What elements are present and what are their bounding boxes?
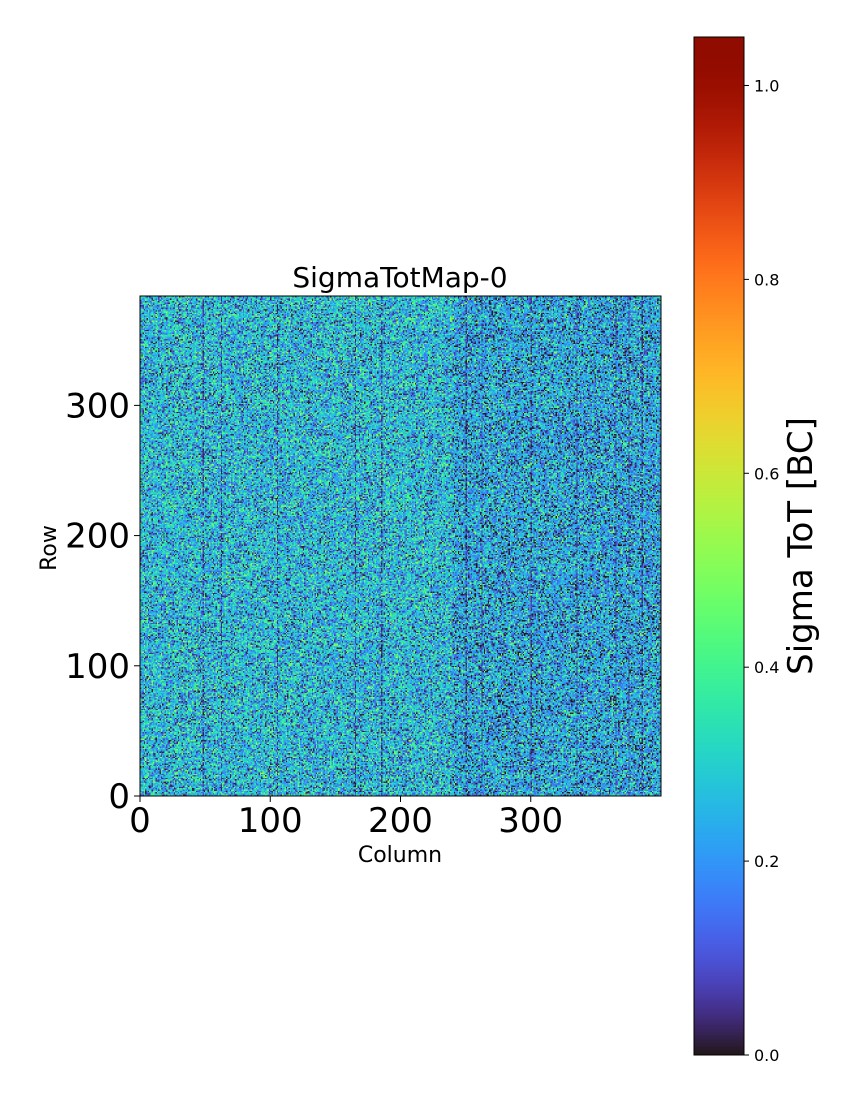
colorbar-gradient xyxy=(694,37,744,1055)
colorbar-tick-label: 0.8 xyxy=(754,270,779,289)
colorbar-tick-label: 0.2 xyxy=(754,852,779,871)
colorbar-label: Sigma ToT [BC] xyxy=(781,417,821,675)
chart-title: SigmaTotMap-0 xyxy=(292,261,507,294)
x-tick-label: 300 xyxy=(498,801,563,841)
x-axis: 0 100 200 300 xyxy=(129,796,563,841)
heatmap-image xyxy=(140,296,661,796)
x-tick-label: 0 xyxy=(129,801,151,841)
y-axis-label: Row xyxy=(37,525,62,571)
y-tick-label: 200 xyxy=(65,517,130,557)
y-tick-label: 100 xyxy=(65,647,130,687)
plot-frame xyxy=(139,295,662,797)
x-tick-label: 200 xyxy=(368,801,433,841)
x-tick-label: 100 xyxy=(238,801,303,841)
colorbar-tick-label: 0.6 xyxy=(754,464,779,483)
x-axis-label: Column xyxy=(358,843,442,868)
colorbar-tick-label: 0.4 xyxy=(754,658,779,677)
colorbar-tick-label: 1.0 xyxy=(754,76,779,95)
y-tick-label: 0 xyxy=(108,777,130,817)
colorbar-frame xyxy=(693,36,745,1056)
colorbar-tick-label: 0.0 xyxy=(754,1046,779,1065)
colorbar-axis: 0.0 0.2 0.4 0.6 0.8 1.0 xyxy=(744,76,779,1065)
y-tick-label: 300 xyxy=(65,386,130,426)
y-axis: 0 100 200 300 xyxy=(65,386,140,817)
